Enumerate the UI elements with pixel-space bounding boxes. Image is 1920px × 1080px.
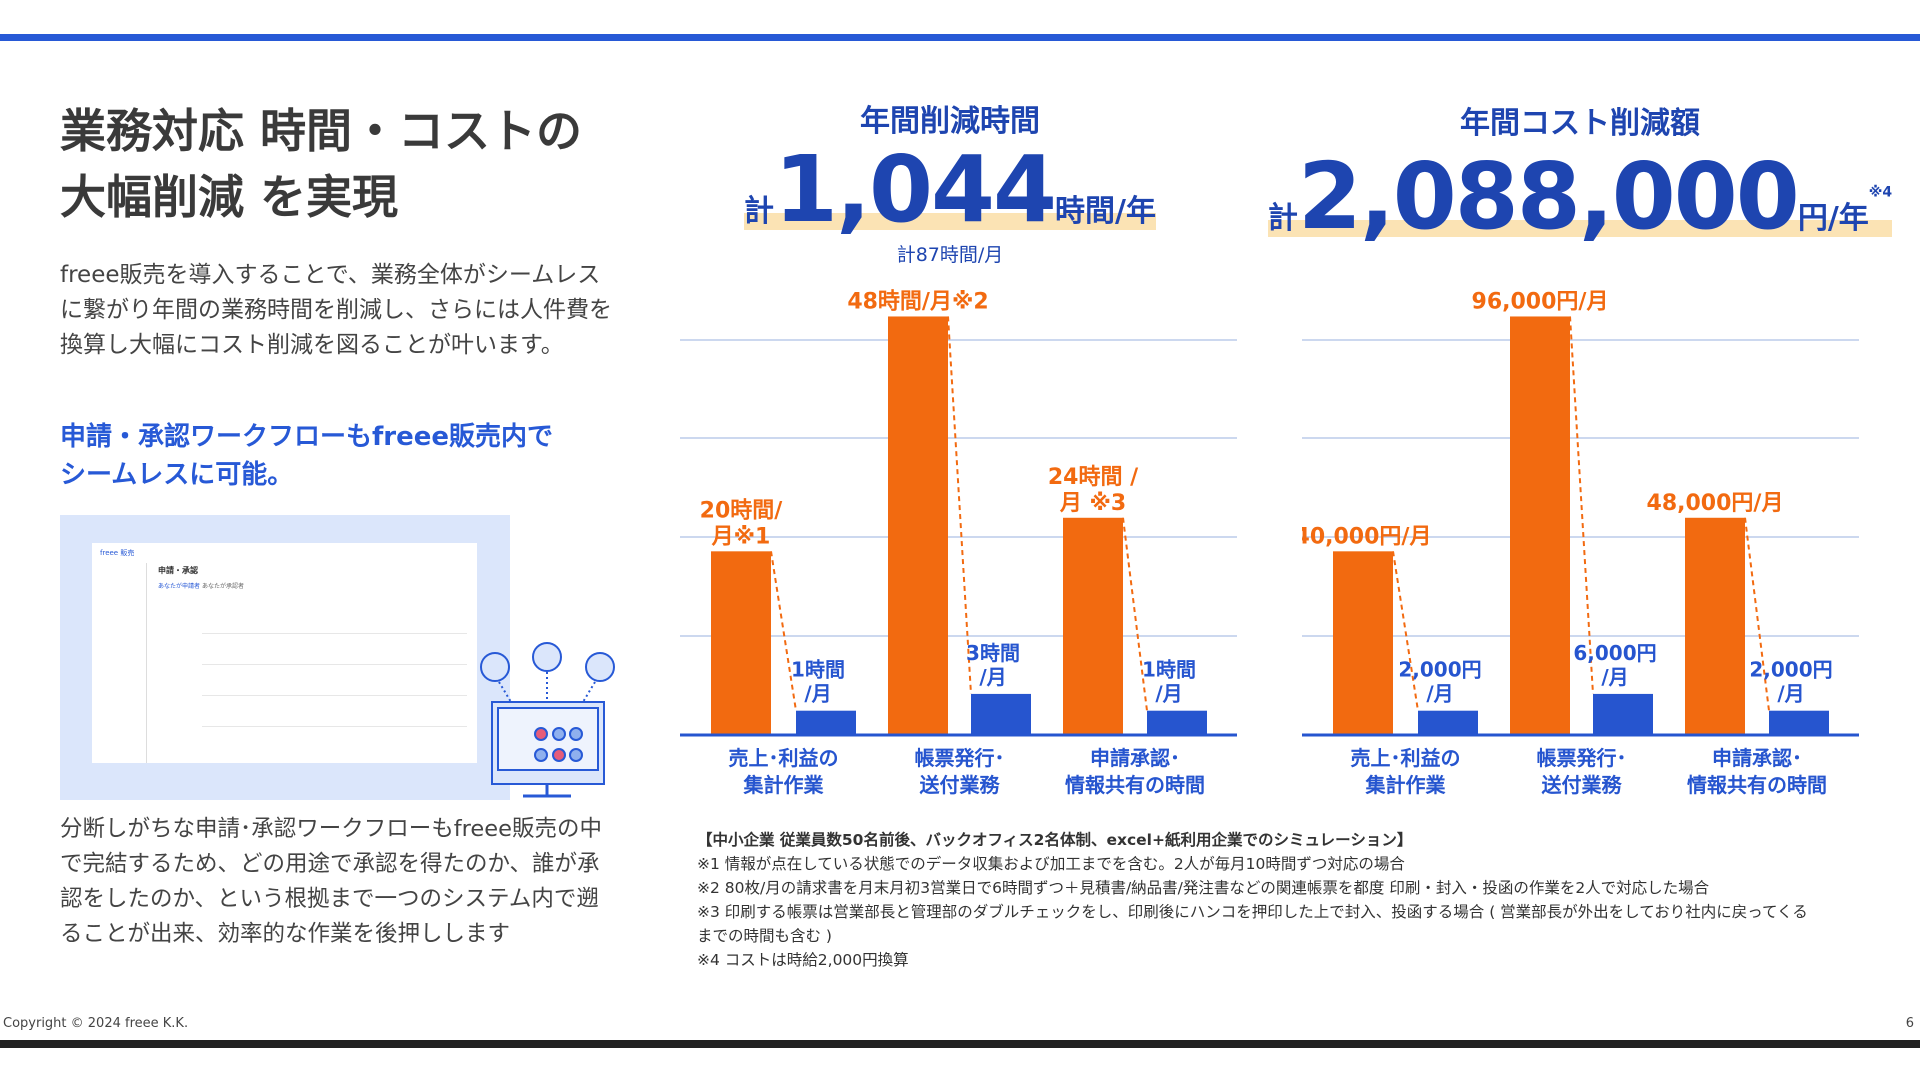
bar-after-label: /月 (1601, 665, 1628, 689)
approval-monitor-illustration (480, 642, 615, 798)
bar-before (1063, 517, 1123, 735)
bar-before-label: 月 ※3 (1059, 491, 1126, 516)
kpi-monthly: 計87時間/月 (896, 244, 1004, 266)
kpi-heading: 年間コスト削減額 (1460, 106, 1700, 141)
bar-after-label: 3時間 (966, 641, 1020, 665)
app-logo: freee 販売 (100, 549, 135, 557)
bar-before (888, 316, 948, 735)
kpi-unit: 時間/年 (1055, 194, 1156, 229)
bar-after-label: /月 (1777, 682, 1804, 706)
app-page-title: 申請・承認 (158, 566, 198, 575)
category-label: 集計作業 (743, 773, 825, 797)
kpi-value: 2,088,000 (1297, 142, 1800, 250)
bar-before-label: 40,000円/月 (1302, 524, 1431, 549)
note-line: 【中小企業 従業員数50名前後、バックオフィス2名体制、excel+紙利用企業で… (697, 831, 1413, 849)
bar-after-label: /月 (1155, 682, 1182, 706)
app-screenshot: freee 販売 申請・承認 あなたが申請者 あなたが承認者 (60, 515, 510, 800)
subheading-line: 申請・承認ワークフローもfreee販売内で (60, 422, 554, 452)
bar-before-label: 48時間/月※2 (847, 289, 988, 314)
kpi-value-wrap: 計1,044時間/年 (744, 136, 1156, 243)
bar-before-label: 月※1 (711, 524, 771, 549)
category-label: 送付業務 (920, 773, 1001, 797)
kpi-heading: 年間削減時間 (860, 104, 1040, 139)
workflow-subheading: 申請・承認ワークフローもfreee販売内で シームレスに可能。 (60, 418, 553, 494)
kpi-unit: 円/年 (1797, 200, 1869, 236)
bar-after-label: 1時間 (1142, 658, 1196, 682)
category-label: 情報共有の時間 (1687, 773, 1827, 797)
category-label: 申請承認･ (1712, 746, 1802, 770)
bar-after-label: 1時間 (791, 658, 845, 682)
kpi-annual-cost: 年間コスト削減額 計2,088,000円/年※4 (1240, 98, 1920, 250)
bar-before-label: 24時間 / (1048, 465, 1139, 490)
bar-before (1685, 517, 1745, 735)
app-tab: あなたが申請者 (158, 583, 201, 590)
note-line: ※3 印刷する帳票は営業部長と管理部のダブルチェックをし、印刷後にハンコを押印し… (697, 903, 1808, 921)
bar-after-label: 2,000円 (1398, 658, 1481, 682)
bar-after-label: /月 (804, 682, 831, 706)
note-line: までの時間も含む ) (697, 927, 832, 945)
workflow-description: 分断しがちな申請･承認ワークフローもfreee販売の中で完結するため、どの用途で… (60, 816, 602, 947)
bar-after (1593, 693, 1653, 735)
bar-after (971, 693, 1031, 735)
app-list (202, 603, 467, 753)
bar-before (1510, 316, 1570, 735)
bar-before (711, 551, 771, 735)
connector-line (1744, 517, 1770, 711)
connector-line (770, 551, 797, 711)
app-window: freee 販売 申請・承認 あなたが申請者 あなたが承認者 (92, 543, 477, 763)
title-line: 業務対応 時間・コストの (60, 104, 583, 158)
subheading-line: シームレスに可能。 (60, 460, 294, 490)
kpi-footnote: ※4 (1868, 184, 1893, 200)
copyright: Copyright © 2024 freee K.K. (3, 1016, 189, 1031)
bar-before-label: 48,000円/月 (1647, 491, 1784, 516)
note-line: ※1 情報が点在している状態でのデータ収集および加工までを含む。2人が毎月10時… (697, 855, 1405, 873)
category-label: 帳票発行･ (1537, 746, 1627, 770)
bar-after-label: 2,000円 (1749, 658, 1832, 682)
intro-text: freee販売を導入することで、業務全体がシームレスに繋がり年間の業務時間を削減… (60, 262, 612, 358)
kpi-annual-time: 年間削減時間 計1,044時間/年 計87時間/月 (690, 96, 1210, 267)
bar-before (1333, 551, 1393, 735)
connector-line (947, 316, 972, 694)
kpi-prefix: 計 (1267, 200, 1298, 236)
category-label: 情報共有の時間 (1065, 773, 1205, 797)
bar-after-label: /月 (1426, 682, 1453, 706)
bar-after (1769, 710, 1829, 735)
category-label: 集計作業 (1365, 773, 1447, 797)
note-line: ※4 コストは時給2,000円換算 (697, 951, 909, 969)
footnotes: 【中小企業 従業員数50名前後、バックオフィス2名体制、excel+紙利用企業で… (697, 828, 1808, 972)
bar-after (796, 710, 856, 735)
bar-before-label: 96,000円/月 (1472, 289, 1609, 314)
connector-line (1122, 517, 1148, 711)
app-tab: あなたが承認者 (202, 583, 245, 590)
category-label: 帳票発行･ (915, 746, 1005, 770)
note-line: ※2 80枚/月の請求書を月末月初3営業日で6時間ずつ＋見積書/納品書/発注書な… (697, 879, 1710, 897)
category-label: 送付業務 (1542, 773, 1623, 797)
top-accent-bar (0, 34, 1920, 41)
bar-after-label: 6,000円 (1573, 641, 1656, 665)
bar-before-label: 20時間/ (700, 498, 784, 523)
connector-line (1392, 551, 1419, 711)
category-label: 売上･利益の (1351, 746, 1461, 770)
bar-after-label: /月 (979, 665, 1006, 689)
title-line: 大幅削減 を実現 (60, 170, 399, 224)
bottom-bar (0, 1040, 1920, 1048)
category-label: 申請承認･ (1090, 746, 1180, 770)
kpi-value-wrap: 計2,088,000円/年※4 (1267, 142, 1893, 250)
kpi-value: 1,044 (774, 136, 1057, 243)
bar-after (1147, 710, 1207, 735)
category-label: 売上･利益の (729, 746, 839, 770)
kpi-prefix: 計 (744, 194, 774, 229)
bar-after (1418, 710, 1478, 735)
page-number: 6 (1905, 1016, 1914, 1031)
page-title: 業務対応 時間・コストの 大幅削減 を実現 (60, 98, 582, 230)
app-sidebar (92, 563, 147, 763)
connector-line (1569, 316, 1594, 694)
